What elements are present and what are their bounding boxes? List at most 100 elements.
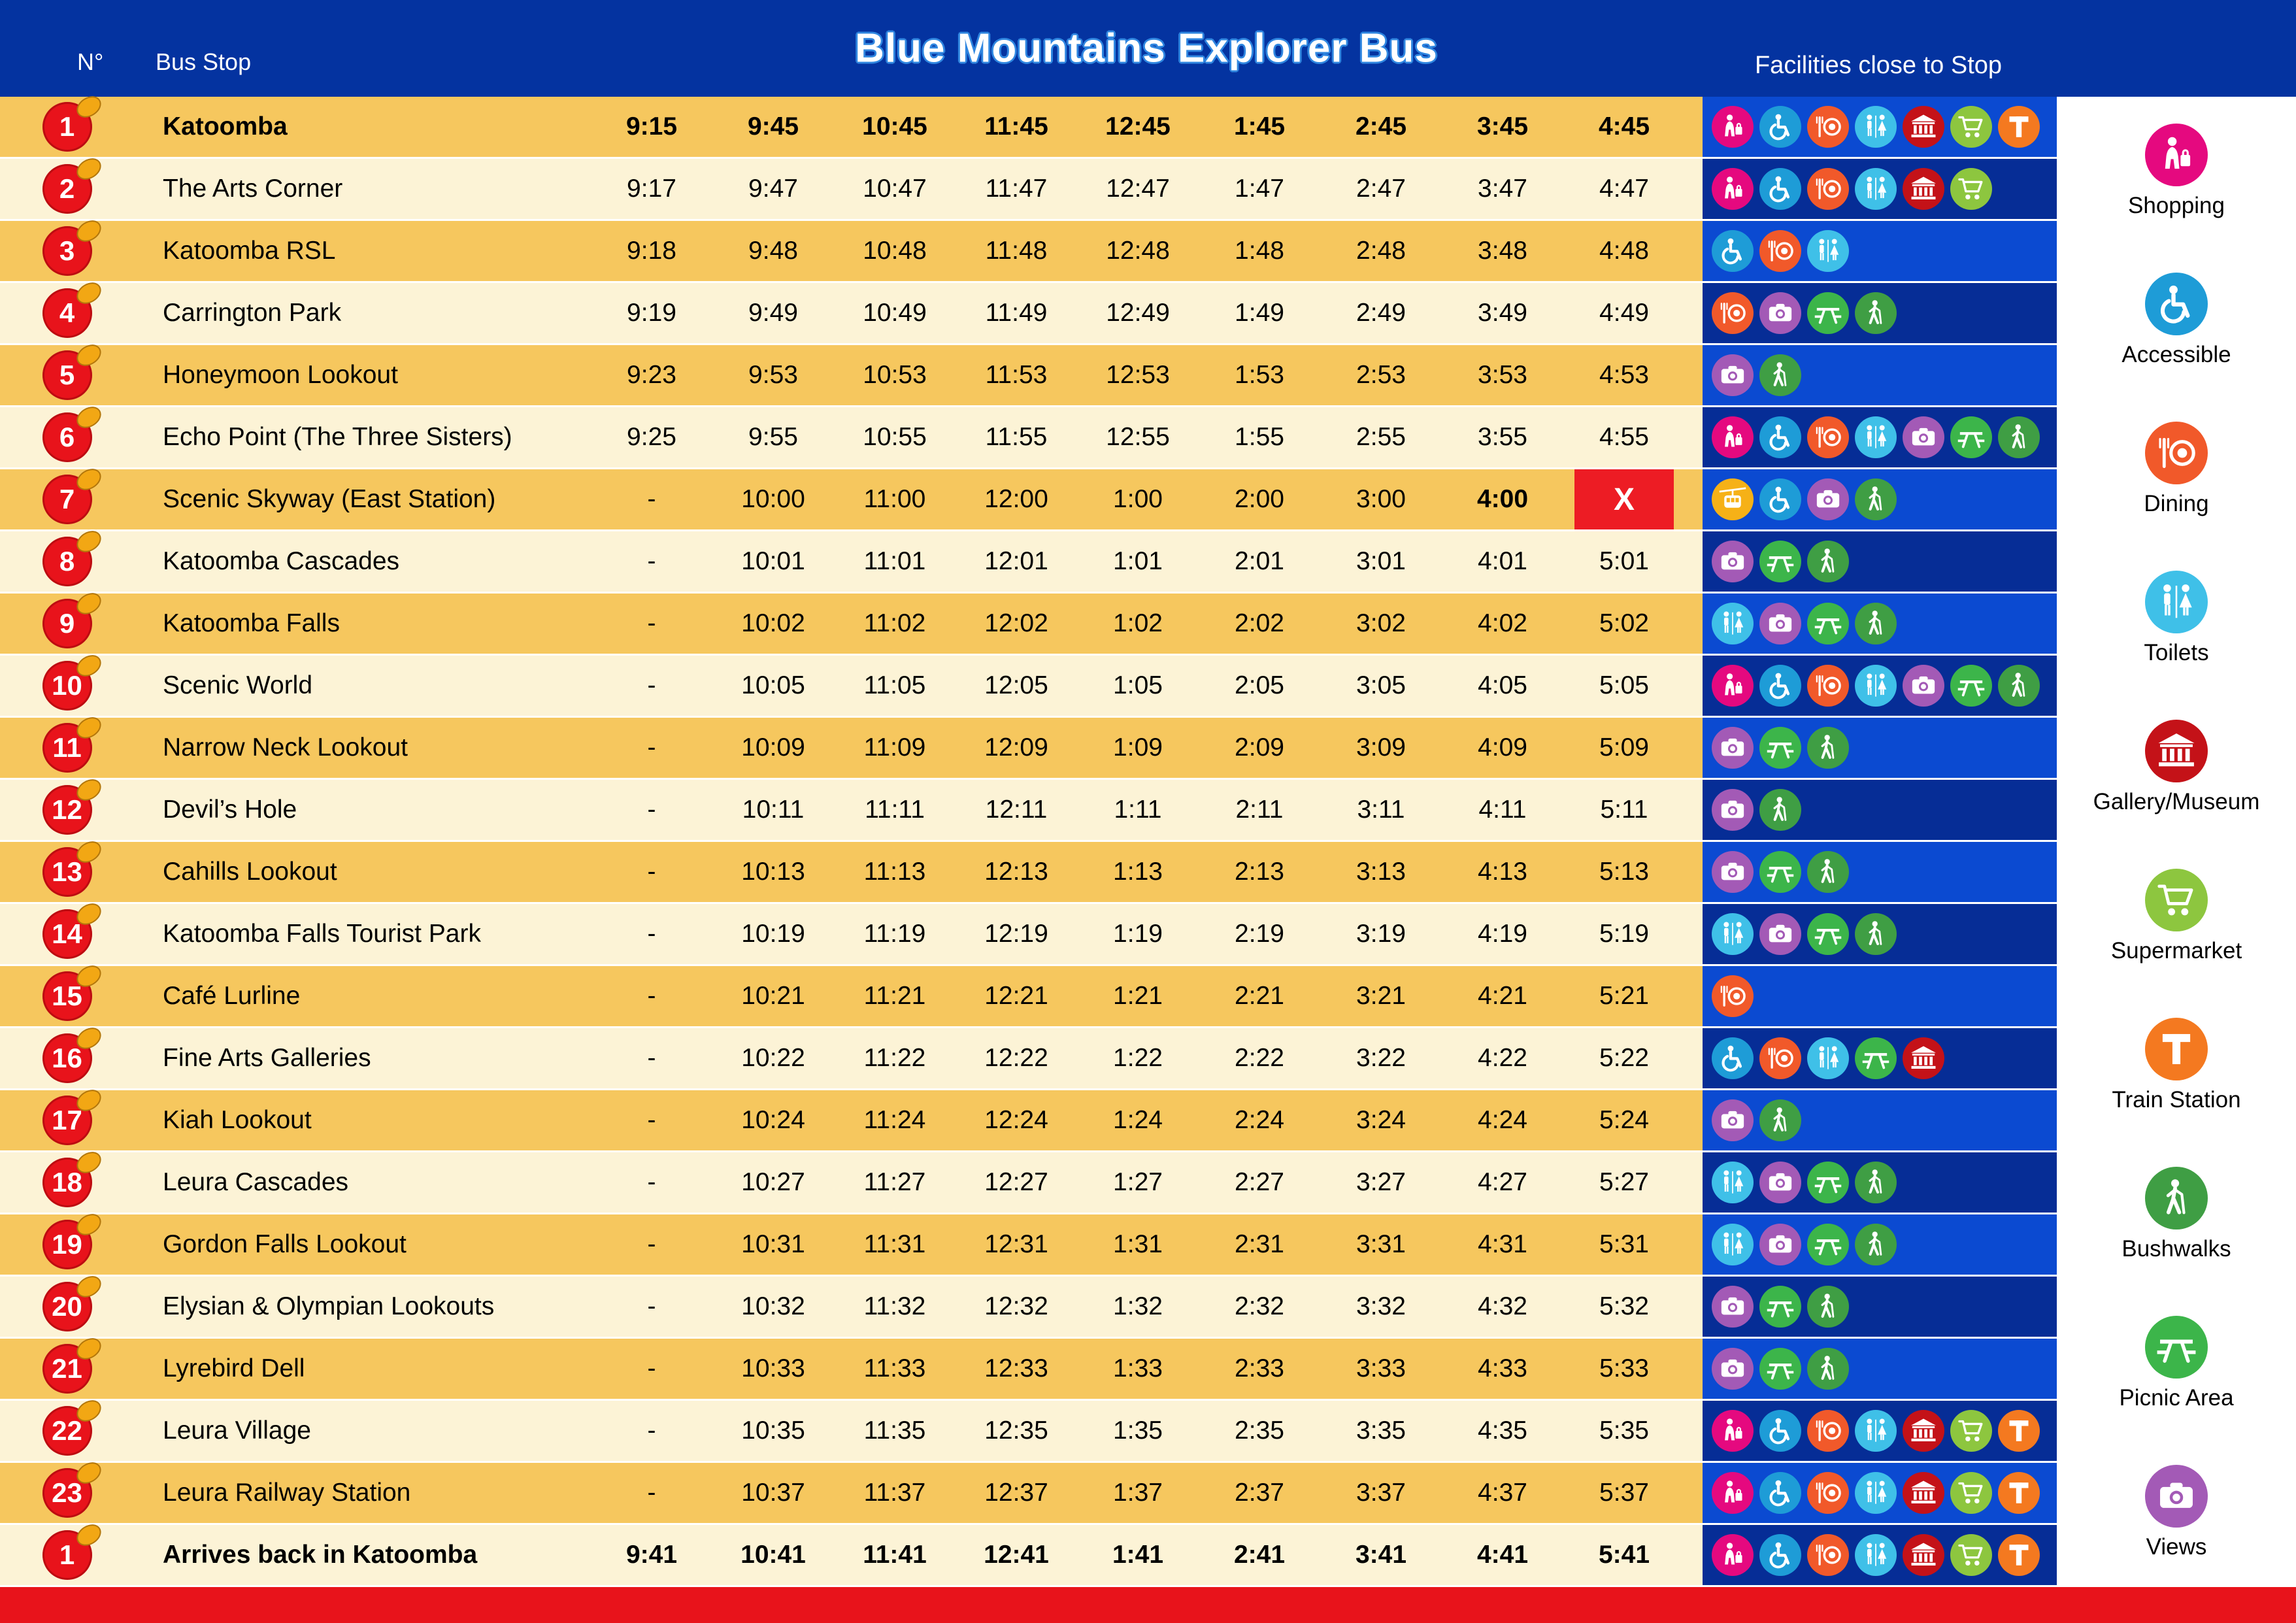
departure-times: - 10:35 11:35 12:35 1:35 2:35 3:35 4:35 5:35 [591, 1401, 1685, 1461]
bottom-red-bar [0, 1587, 2296, 1623]
stop-number: 13 [52, 856, 82, 887]
departure-times: 9:17 9:47 10:47 11:47 12:47 1:47 2:47 3:47 4:47 [591, 159, 1685, 219]
time-cell: - [647, 485, 656, 513]
departure-times: - 10:09 11:09 12:09 1:09 2:09 3:09 4:09 5:09 [591, 718, 1685, 778]
views-icon [1903, 665, 1944, 707]
time-cell: 2:01 [1235, 547, 1284, 575]
time-cell: 11:32 [863, 1292, 926, 1320]
accessible-icon [1759, 1410, 1801, 1452]
time-cell: 1:24 [1113, 1106, 1163, 1134]
gallery-icon [1903, 1472, 1944, 1514]
stop-name: Katoomba Falls [163, 609, 340, 637]
bushwalks-icon [1855, 1162, 1897, 1203]
time-cell: 12:35 [984, 1416, 1048, 1445]
stopwatch-badge-icon: 7 [42, 475, 92, 524]
dining-icon [2145, 422, 2208, 484]
stop-number: 20 [52, 1291, 82, 1322]
time-cell: 12:53 [1106, 361, 1170, 389]
time-cell: 10:41 [740, 1541, 806, 1569]
dining-icon [1807, 416, 1849, 458]
stop-row: 1 Katoomba 9:15 9:45 10:45 11:45 12:45 1:45 2:… [0, 92, 2057, 157]
stop-name: Kiah Lookout [163, 1106, 312, 1134]
supermarket-icon [1950, 168, 1992, 210]
stop-number: 4 [59, 297, 75, 328]
train-icon [1998, 1410, 2040, 1452]
time-cell: - [647, 671, 656, 699]
bushwalks-icon [1855, 1224, 1897, 1265]
picnic-icon [1950, 416, 1992, 458]
time-cell: 3:33 [1356, 1354, 1406, 1382]
time-cell: 11:21 [863, 982, 926, 1010]
time-cell: 10:35 [741, 1416, 805, 1445]
legend-item: Picnic Area [2057, 1289, 2296, 1438]
stop-number-badge: 8 [0, 526, 134, 592]
time-cell: 12:41 [984, 1541, 1049, 1569]
time-cell: 10:32 [741, 1292, 805, 1320]
time-cell: 10:27 [741, 1168, 805, 1196]
stop-number-badge: 10 [0, 650, 134, 716]
views-icon [1759, 913, 1801, 955]
time-cell: 10:31 [741, 1230, 805, 1258]
departure-times: - 10:00 11:00 12:00 1:00 2:00 3:00 4:00 X [591, 469, 1685, 529]
stop-row: 15 Café Lurline - 10:21 11:21 12:21 1:21 2:21… [0, 961, 2057, 1026]
gallery-icon [1903, 1410, 1944, 1452]
gallery-icon [1903, 168, 1944, 210]
legend-label: Accessible [2121, 342, 2231, 367]
time-cell: 2:53 [1356, 361, 1406, 389]
stop-name: Narrow Neck Lookout [163, 733, 408, 761]
time-cell: 10:53 [863, 361, 927, 389]
time-cell: 11:41 [863, 1541, 927, 1569]
time-cell: 2:27 [1235, 1168, 1284, 1196]
stop-row: 9 Katoomba Falls - 10:02 11:02 12:02 1:02 2:0… [0, 588, 2057, 654]
time-cell: 9:18 [627, 237, 676, 265]
time-cell: 3:21 [1356, 982, 1406, 1010]
facility-icons-strip [1703, 966, 2057, 1026]
stop-number: 15 [52, 980, 82, 1011]
time-cell: 4:41 [1476, 1541, 1529, 1569]
views-icon [1903, 416, 1944, 458]
time-cell: 2:49 [1356, 299, 1406, 327]
legend-label: Views [2146, 1534, 2207, 1560]
time-cell: 5:21 [1599, 982, 1649, 1010]
no-service-cell: X [1574, 469, 1674, 529]
gallery-icon [1903, 1534, 1944, 1576]
time-cell: 10:09 [741, 733, 805, 761]
legend-item: Bushwalks [2057, 1140, 2296, 1289]
explorer-bus-logo: Blue Mountains Explorer Bus [855, 25, 1438, 71]
time-cell: 1:48 [1235, 237, 1284, 265]
picnic-icon [1807, 292, 1849, 334]
picnic-icon [1759, 541, 1801, 582]
time-cell: - [647, 1044, 656, 1072]
stop-number-badge: 22 [0, 1396, 134, 1461]
time-cell: 1:21 [1113, 982, 1163, 1010]
time-cell: 5:19 [1599, 920, 1649, 948]
stop-number: 10 [52, 670, 82, 701]
time-cell: 1:22 [1113, 1044, 1163, 1072]
stop-number-badge: 5 [0, 340, 134, 405]
stop-row: 22 Leura Village - 10:35 11:35 12:35 1:35 2:3… [0, 1396, 2057, 1461]
legend-item: Supermarket [2057, 842, 2296, 991]
stop-name: Fine Arts Galleries [163, 1044, 371, 1072]
stop-row: 23 Leura Railway Station - 10:37 11:37 12:3… [0, 1458, 2057, 1523]
bushwalks-icon [1998, 416, 2040, 458]
departure-times: - 10:22 11:22 12:22 1:22 2:22 3:22 4:22 5:22 [591, 1028, 1685, 1088]
time-cell: 9:47 [748, 175, 798, 203]
stop-number: 9 [59, 608, 75, 639]
time-cell: 9:55 [748, 423, 798, 451]
bushwalks-icon [1998, 665, 2040, 707]
time-cell: 12:02 [984, 609, 1048, 637]
departure-times: - 10:21 11:21 12:21 1:21 2:21 3:21 4:21 5:21 [591, 966, 1685, 1026]
picnic-icon [1759, 727, 1801, 769]
facility-icons-strip [1703, 1339, 2057, 1399]
time-cell: 5:11 [1600, 795, 1648, 824]
time-cell: 2:55 [1356, 423, 1406, 451]
time-cell: 9:45 [747, 112, 799, 141]
legend-item: Toilets [2057, 544, 2296, 693]
views-icon [1712, 851, 1754, 893]
bushwalks-icon [1807, 1286, 1849, 1328]
time-cell: 10:19 [741, 920, 805, 948]
bushwalks-icon [1807, 1348, 1849, 1390]
stop-name: Leura Village [163, 1416, 311, 1445]
time-cell: 5:05 [1599, 671, 1649, 699]
